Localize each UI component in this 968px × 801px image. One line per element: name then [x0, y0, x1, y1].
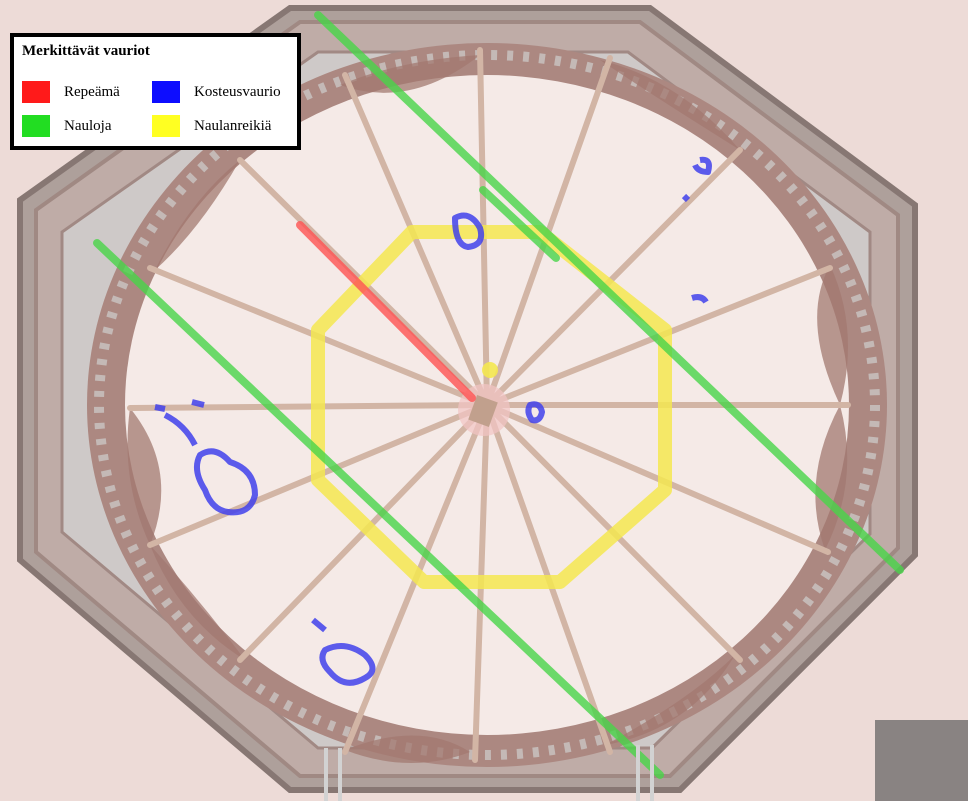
- nail-holes-swatch: [152, 115, 180, 137]
- scallop-petals: [127, 55, 848, 764]
- legend-label-nail-holes: Naulanreikiä: [194, 117, 272, 134]
- legend-title: Merkittävät vauriot: [22, 43, 150, 59]
- nail-lines: [93, 11, 904, 779]
- legend-item-nails: Nauloja: [22, 115, 111, 137]
- corner-object: [875, 720, 968, 801]
- center-hub: [468, 395, 498, 427]
- legend: Merkittävät vauriot Repeämä Kosteusvauri…: [10, 33, 301, 150]
- nails-swatch: [22, 115, 50, 137]
- moisture-swatch: [152, 81, 180, 103]
- legend-item-nail-holes: Naulanreikiä: [152, 115, 271, 137]
- legend-label-moisture: Kosteusvaurio: [194, 83, 281, 100]
- tear-line: [296, 221, 476, 402]
- nail-hole-dot: [482, 362, 498, 378]
- ring-ornament: [94, 50, 880, 760]
- legend-label-tear: Repeämä: [64, 83, 120, 100]
- moisture-damage: [154, 156, 712, 686]
- legend-item-moisture: Kosteusvaurio: [152, 81, 281, 103]
- legend-item-tear: Repeämä: [22, 81, 120, 103]
- legend-label-nails: Nauloja: [64, 117, 112, 134]
- tear-swatch: [22, 81, 50, 103]
- scaffolding: [324, 745, 654, 801]
